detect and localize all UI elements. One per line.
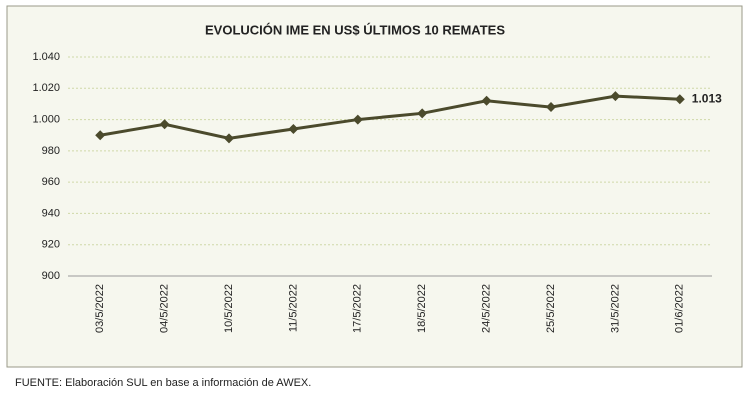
- marker: [288, 123, 299, 134]
- marker: [95, 130, 106, 141]
- y-tick-label: 1.040: [32, 51, 60, 63]
- marker: [481, 95, 492, 106]
- y-tick-label: 980: [42, 145, 60, 157]
- line: [99, 94, 680, 140]
- marker: [417, 108, 428, 119]
- y-tick-label: 1.020: [32, 82, 60, 94]
- x-tick-label: 10/5/2022: [223, 284, 235, 333]
- marker: [610, 91, 621, 102]
- data-label: 1.013: [692, 91, 722, 105]
- x-tick-label: 31/5/2022: [609, 284, 621, 333]
- chart-frame: [6, 5, 743, 368]
- x-tick-label: 03/5/2022: [94, 284, 106, 333]
- marker: [546, 102, 556, 113]
- x-tick-label: 18/5/2022: [416, 284, 428, 333]
- chart-title: EVOLUCIÓN IME EN US$ ÚLTIMOS 10 REMATES: [205, 22, 505, 37]
- y-tick-label: 1.000: [32, 113, 60, 125]
- marker: [674, 94, 685, 105]
- marker: [352, 114, 363, 125]
- x-tick-label: 11/5/2022: [287, 284, 299, 332]
- y-tick-label: 920: [42, 239, 60, 251]
- y-tick-label: 940: [42, 207, 60, 219]
- x-tick-label: 01/6/2022: [674, 284, 686, 333]
- marker: [224, 133, 234, 144]
- x-tick-label: 17/5/2022: [352, 284, 364, 333]
- x-tick-label: 04/5/2022: [159, 284, 171, 333]
- x-tick-label: 24/5/2022: [481, 284, 493, 333]
- source-note: FUENTE: Elaboración SUL en base a inform…: [15, 377, 311, 389]
- marker: [159, 119, 170, 130]
- y-tick-label: 960: [42, 176, 60, 188]
- y-tick-label: 900: [42, 270, 60, 282]
- x-tick-label: 25/5/2022: [545, 284, 557, 333]
